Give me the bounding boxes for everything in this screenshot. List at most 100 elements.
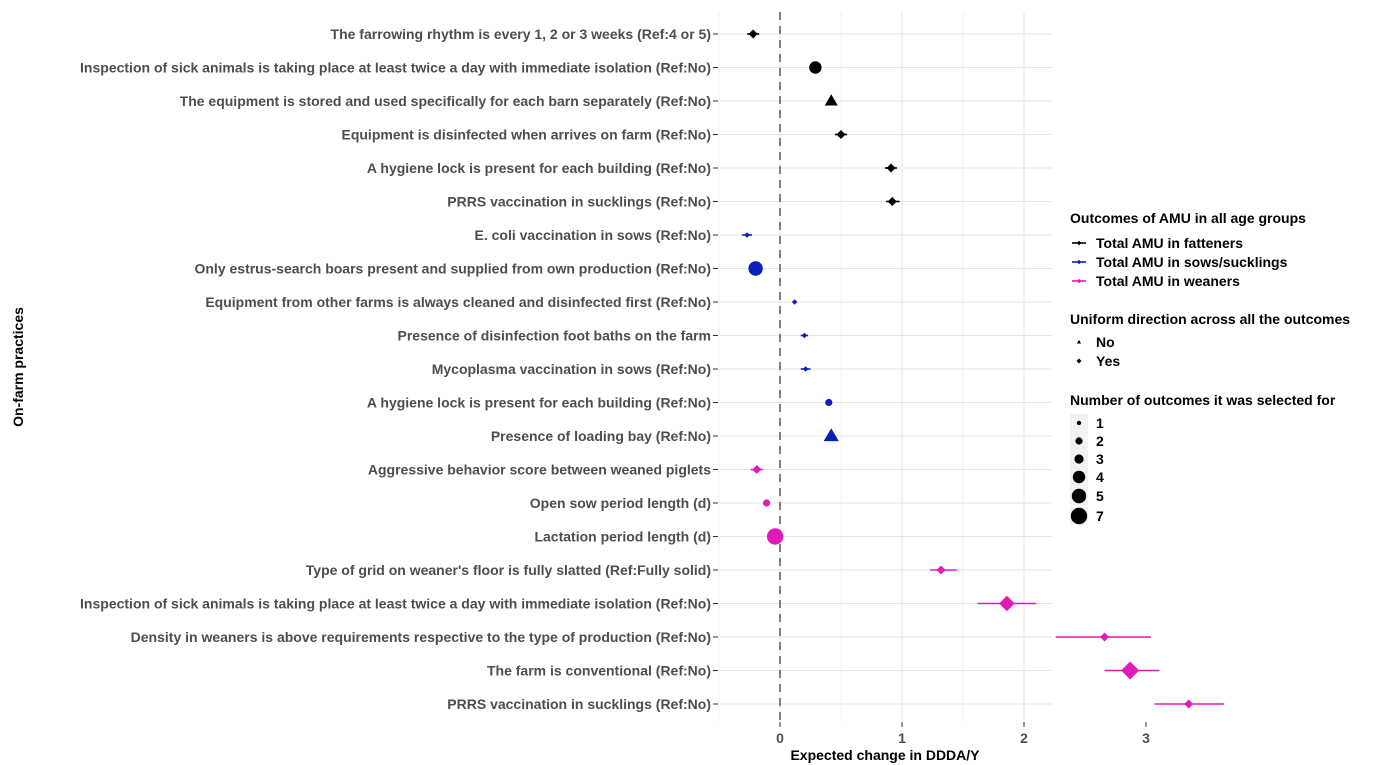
legend-size-label: 5 <box>1096 488 1104 504</box>
point-marker <box>1076 259 1082 265</box>
category-label: Inspection of sick animals is taking pla… <box>80 596 711 612</box>
x-tick-label: 2 <box>1020 730 1028 746</box>
legend-size-label: 2 <box>1096 433 1104 449</box>
x-axis-title: Expected change in DDDA/Y <box>790 747 980 763</box>
legend: Outcomes of AMU in all age groups Total … <box>1070 210 1350 525</box>
data-point <box>884 163 898 173</box>
data-point <box>886 197 900 206</box>
point-marker <box>887 197 897 206</box>
point-marker <box>823 428 839 442</box>
category-label: A hygiene lock is present for each build… <box>367 160 711 176</box>
data-point <box>766 528 784 545</box>
data-point <box>1104 661 1160 680</box>
point-marker <box>762 499 771 507</box>
data-point <box>823 428 839 442</box>
category-label: PRRS vaccination in sucklings (Ref:No) <box>447 696 711 712</box>
data-point <box>800 366 811 372</box>
point-marker <box>1121 661 1140 680</box>
data-point <box>742 232 752 238</box>
category-label: E. coli vaccination in sows (Ref:No) <box>475 227 711 243</box>
data-point <box>930 565 957 575</box>
category-label: Presence of disinfection foot baths on t… <box>398 328 711 344</box>
legend-size-marker <box>1074 454 1084 464</box>
point-marker <box>802 366 809 372</box>
legend-size-marker <box>1072 470 1086 484</box>
points-layer <box>742 29 1225 709</box>
data-point <box>977 595 1037 612</box>
legend-color-label: Total AMU in weaners <box>1096 273 1240 289</box>
point-marker <box>1076 339 1082 344</box>
legend-size-title: Number of outcomes it was selected for <box>1070 392 1336 408</box>
point-marker <box>936 565 946 575</box>
legend-size-items: 1 2 3 4 5 7 <box>1070 414 1104 525</box>
category-label: The farrowing rhythm is every 1, 2 or 3 … <box>331 26 711 42</box>
point-marker <box>748 261 763 276</box>
legend-size-label: 1 <box>1096 415 1104 431</box>
category-label: Equipment from other farms is always cle… <box>205 294 711 310</box>
point-marker <box>766 528 784 545</box>
legend-shape-items: No Yes <box>1076 334 1120 369</box>
point-marker <box>748 29 758 39</box>
data-point <box>834 130 848 139</box>
point-marker <box>886 163 896 173</box>
point-marker <box>1076 358 1082 364</box>
point-marker <box>1076 240 1082 246</box>
legend-size-marker <box>1076 420 1082 426</box>
data-point <box>800 332 809 339</box>
point-marker <box>801 332 808 339</box>
data-point <box>748 261 763 276</box>
category-label: Aggressive behavior score between weaned… <box>368 462 711 478</box>
category-label: Lactation period length (d) <box>534 529 711 545</box>
x-tick-label: 0 <box>776 730 784 746</box>
category-labels: The farrowing rhythm is every 1, 2 or 3 … <box>80 26 718 712</box>
x-tick-labels: 0 1 2 3 <box>776 722 1150 746</box>
data-point <box>825 398 833 407</box>
legend-size-label: 7 <box>1096 508 1104 524</box>
point-marker <box>744 232 750 238</box>
category-label: The equipment is stored and used specifi… <box>180 93 711 109</box>
category-label: A hygiene lock is present for each build… <box>367 395 711 411</box>
legend-color-items: Total AMU in fatteners Total AMU in sows/… <box>1072 235 1288 289</box>
y-axis-title: On-farm practices <box>10 307 26 427</box>
category-label: The farm is conventional (Ref:No) <box>487 663 711 679</box>
legend-color-label: Total AMU in fatteners <box>1096 235 1243 251</box>
legend-size-label: 4 <box>1096 469 1104 485</box>
category-label: PRRS vaccination in sucklings (Ref:No) <box>447 194 711 210</box>
point-marker <box>999 595 1015 612</box>
legend-color-label: Total AMU in sows/sucklings <box>1096 254 1288 270</box>
category-label: Only estrus-search boars present and sup… <box>194 261 711 277</box>
category-label: Mycoplasma vaccination in sows (Ref:No) <box>432 361 711 377</box>
data-point <box>824 94 838 106</box>
data-point <box>750 465 763 474</box>
data-point <box>1154 699 1225 709</box>
data-point <box>1055 632 1151 642</box>
legend-shape-title: Uniform direction across all the outcome… <box>1070 311 1350 327</box>
point-marker <box>1184 699 1194 709</box>
legend-shape-label: Yes <box>1096 353 1120 369</box>
legend-size-marker <box>1070 507 1088 525</box>
legend-size-marker <box>1075 437 1083 445</box>
category-label: Density in weaners is above requirements… <box>131 629 711 645</box>
point-marker <box>752 465 762 474</box>
data-point <box>791 299 798 305</box>
x-tick-label: 1 <box>898 730 906 746</box>
point-marker <box>824 94 838 106</box>
point-marker <box>825 398 833 407</box>
data-point <box>809 61 822 74</box>
category-label: Open sow period length (d) <box>530 495 711 511</box>
category-label: Presence of loading bay (Ref:No) <box>491 428 711 444</box>
category-label: Inspection of sick animals is taking pla… <box>80 60 711 76</box>
x-tick-label: 3 <box>1142 730 1150 746</box>
data-point <box>762 499 771 507</box>
category-label: Equipment is disinfected when arrives on… <box>341 127 711 143</box>
point-marker <box>1076 278 1082 284</box>
point-marker <box>1100 632 1110 642</box>
point-marker <box>791 299 798 305</box>
legend-shape-label: No <box>1096 334 1115 350</box>
legend-size-marker <box>1071 488 1087 504</box>
data-point <box>747 29 760 39</box>
category-label: Type of grid on weaner's floor is fully … <box>306 562 711 578</box>
legend-color-title: Outcomes of AMU in all age groups <box>1070 210 1306 226</box>
